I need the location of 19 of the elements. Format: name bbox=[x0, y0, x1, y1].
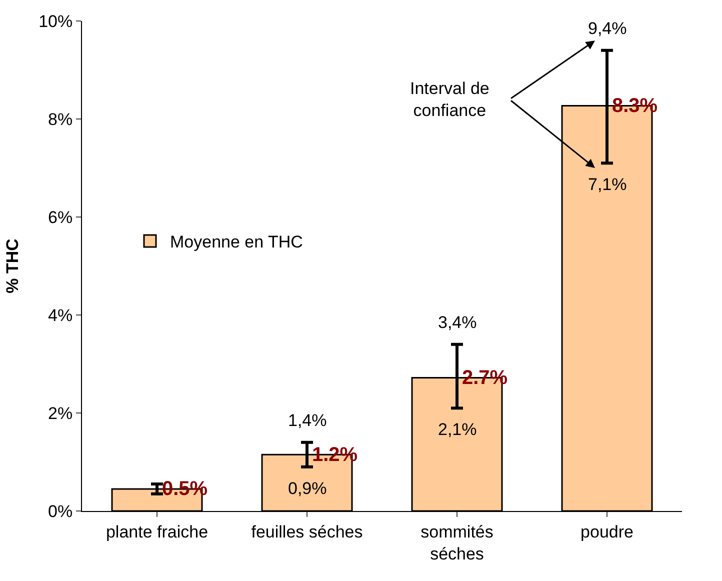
y-tick-label: 4% bbox=[48, 306, 73, 325]
annotation: 3,4% bbox=[438, 313, 477, 332]
annotation: Interval de confiance bbox=[410, 79, 490, 120]
annotation: 2,1% bbox=[438, 420, 477, 439]
legend-label: Moyenne en THC bbox=[170, 232, 303, 252]
x-tick-label: sommités séches bbox=[420, 522, 494, 564]
y-axis-title: % THC bbox=[3, 238, 22, 294]
y-tick-label: 6% bbox=[48, 208, 73, 227]
x-tick-label: poudre bbox=[580, 522, 634, 542]
annotation: 1,4% bbox=[288, 411, 327, 430]
y-tick-label: 0% bbox=[48, 502, 73, 521]
x-tick-label: plante fraiche bbox=[106, 522, 208, 542]
annotation: 7,1% bbox=[588, 175, 627, 194]
y-tick-label: 10% bbox=[38, 12, 73, 31]
annotation: 0,9% bbox=[288, 479, 327, 498]
annotation: 9,4% bbox=[588, 19, 627, 38]
y-tick-label: 2% bbox=[48, 404, 73, 423]
y-tick-label: 8% bbox=[48, 110, 73, 129]
x-tick-label: feuilles séches bbox=[251, 522, 363, 542]
